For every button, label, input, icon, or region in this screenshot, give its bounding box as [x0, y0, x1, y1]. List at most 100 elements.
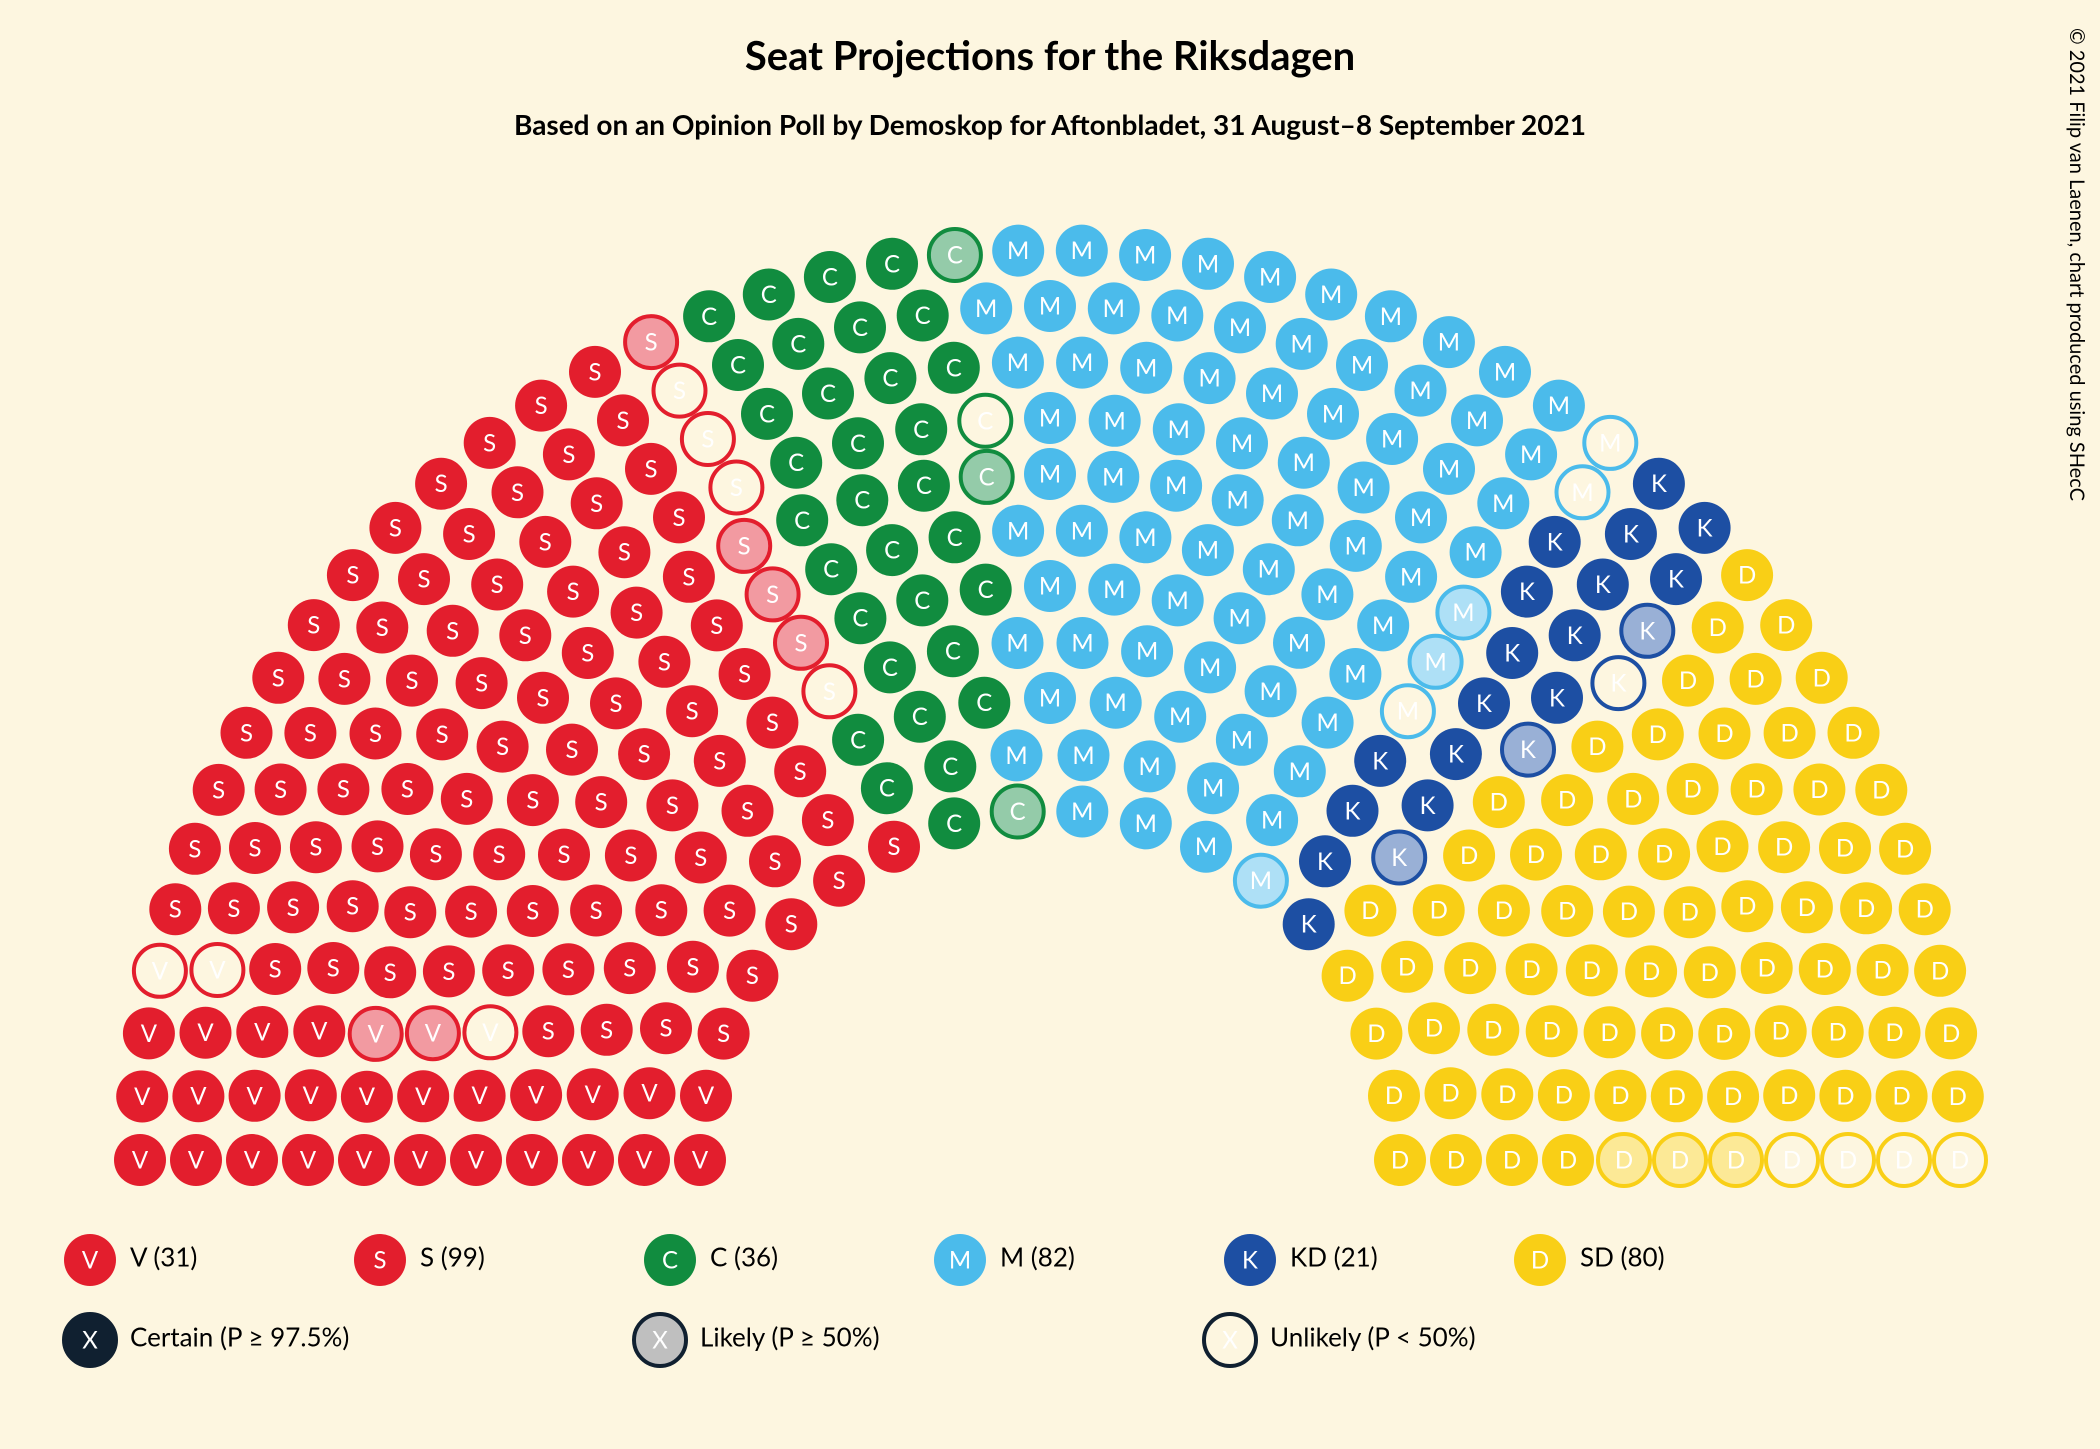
seat: D — [1932, 1071, 1984, 1123]
seat: M — [1302, 697, 1354, 749]
seat: S — [571, 477, 623, 529]
seat: S — [443, 508, 495, 560]
seat: M — [1557, 466, 1609, 518]
seat: D — [1368, 1070, 1420, 1122]
seat: C — [958, 677, 1010, 729]
seat: D — [1869, 1007, 1921, 1059]
seat: C — [864, 352, 916, 404]
seat: S — [456, 657, 508, 709]
seat: S — [598, 526, 650, 578]
seat: V — [338, 1134, 390, 1186]
seat: M — [1024, 672, 1076, 724]
seat: S — [317, 763, 369, 815]
seat: C — [770, 437, 822, 489]
seat: D — [1486, 1134, 1538, 1186]
seat: C — [832, 417, 884, 469]
seat: C — [866, 238, 918, 290]
seat: M — [1057, 617, 1109, 669]
seat: K — [1299, 835, 1351, 887]
seat: M — [1410, 636, 1462, 688]
seat: V — [236, 1006, 288, 1058]
attribution: © 2021 Filip van Laenen, chart produced … — [2065, 28, 2089, 501]
seat: S — [694, 735, 746, 787]
seat: V — [134, 945, 186, 997]
seat: C — [927, 625, 979, 677]
seat: D — [1506, 943, 1558, 995]
seat: D — [1467, 1004, 1519, 1056]
seat: S — [445, 886, 497, 938]
seat: M — [1058, 729, 1110, 781]
seat: C — [895, 403, 947, 455]
seat: D — [1575, 828, 1627, 880]
seat: M — [1184, 352, 1236, 404]
legend-party-swatch — [1514, 1234, 1566, 1286]
seat: M — [1246, 794, 1298, 846]
seat: D — [1855, 764, 1907, 816]
seat: S — [517, 672, 569, 724]
seat: M — [1154, 691, 1206, 743]
seat: K — [1501, 566, 1553, 618]
seat: M — [1151, 290, 1203, 342]
seat: C — [683, 290, 735, 342]
seat: K — [1650, 553, 1702, 605]
seat: M — [1184, 641, 1236, 693]
seat: C — [898, 460, 950, 512]
seat: S — [364, 946, 416, 998]
seat: D — [1764, 707, 1816, 759]
seat: S — [221, 707, 273, 759]
seat: D — [1322, 950, 1374, 1002]
seat: D — [1541, 885, 1593, 937]
seat: K — [1327, 785, 1379, 837]
seat: M — [1246, 368, 1298, 420]
seat: D — [1857, 944, 1909, 996]
seat: C — [861, 762, 913, 814]
seat: S — [284, 707, 336, 759]
seat: D — [1654, 1134, 1706, 1186]
seat: C — [961, 451, 1013, 503]
seat: S — [570, 885, 622, 937]
seat: S — [746, 697, 798, 749]
legend-party-swatch — [644, 1234, 696, 1286]
seat: S — [803, 665, 855, 717]
legend-party-label: S (99) — [420, 1241, 485, 1273]
seat: M — [1120, 797, 1172, 849]
seat: S — [546, 724, 598, 776]
seat: S — [522, 1005, 574, 1057]
legend-probability: XCertain (P ≥ 97.5%)XLikely (P ≥ 50%)XUn… — [64, 1314, 1476, 1366]
seat: M — [992, 337, 1044, 389]
seat: D — [1664, 886, 1716, 938]
seat: V — [114, 1134, 166, 1186]
seat: V — [191, 944, 243, 996]
seat: M — [1423, 316, 1475, 368]
seat: K — [1402, 779, 1454, 831]
seat: D — [1822, 1134, 1874, 1186]
seat: M — [992, 505, 1044, 557]
seat: V — [350, 1008, 402, 1060]
seat: S — [653, 491, 705, 543]
legend-party-swatch — [934, 1234, 986, 1286]
seat: V — [394, 1134, 446, 1186]
seat: S — [519, 516, 571, 568]
seat: M — [1056, 505, 1108, 557]
seat: D — [1350, 1008, 1402, 1060]
seat: M — [1214, 592, 1266, 644]
seat: V — [464, 1006, 516, 1058]
seat: M — [1214, 301, 1266, 353]
seat: D — [1758, 821, 1810, 873]
seat: S — [386, 655, 438, 707]
seat: S — [350, 708, 402, 760]
seat: M — [1150, 460, 1202, 512]
seat: M — [1477, 477, 1529, 529]
seat: S — [774, 745, 826, 797]
legend-prob-swatch — [64, 1314, 116, 1366]
seat: D — [1741, 942, 1793, 994]
legend-party-swatch — [1224, 1234, 1276, 1286]
seat: S — [410, 828, 462, 880]
seat: M — [1450, 526, 1502, 578]
seat: D — [1566, 944, 1618, 996]
seat: S — [562, 627, 614, 679]
seat: S — [356, 602, 408, 654]
seat: K — [1502, 724, 1554, 776]
seat: D — [1684, 946, 1736, 998]
seat: D — [1876, 1070, 1928, 1122]
